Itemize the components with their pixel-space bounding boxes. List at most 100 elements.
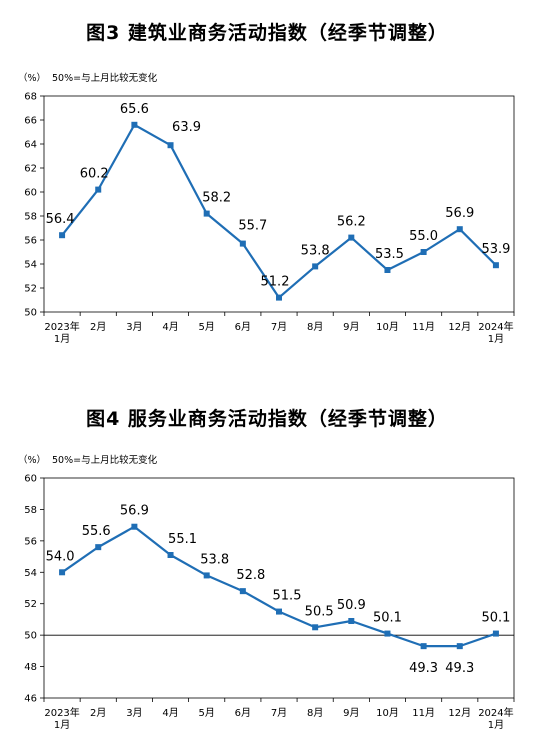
- data-label: 60.2: [80, 167, 109, 182]
- data-point: [95, 544, 102, 551]
- x-tick-label: 8月: [307, 707, 323, 719]
- data-point: [276, 608, 282, 615]
- data-point: [239, 588, 246, 595]
- data-label: 55.6: [82, 524, 111, 539]
- x-tick-label: 1月: [54, 333, 70, 345]
- x-tick-label: 5月: [199, 707, 215, 719]
- data-label: 49.3: [409, 661, 438, 676]
- data-point: [131, 523, 138, 530]
- data-point: [167, 552, 174, 558]
- y-tick-label: 62: [24, 164, 37, 175]
- y-tick-label: 50: [24, 631, 37, 642]
- plot-frame: [43, 95, 515, 313]
- y-tick-label: 60: [24, 188, 37, 199]
- data-label: 58.2: [202, 191, 231, 206]
- data-label: 55.0: [409, 229, 438, 244]
- chart2-note: 50%=与上月比较无变化: [52, 455, 158, 466]
- x-tick-label: 2023年: [44, 320, 79, 333]
- x-tick-label: 7月: [271, 707, 287, 719]
- x-tick-label: 4月: [162, 321, 178, 333]
- data-label: 50.9: [337, 598, 366, 613]
- data-point: [59, 232, 66, 239]
- data-label: 55.7: [238, 219, 267, 234]
- data-label: 56.4: [46, 212, 75, 227]
- y-tick-label: 46: [24, 694, 37, 705]
- y-tick-label: 52: [24, 284, 37, 295]
- x-tick-label: 11月: [412, 707, 435, 719]
- data-label: 50.5: [305, 604, 334, 619]
- chart2-title: 图4 服务业商务活动指数（经季节调整）: [86, 408, 448, 430]
- data-label: 51.2: [261, 275, 290, 290]
- data-label: 50.1: [481, 611, 510, 626]
- x-tick-label: 3月: [126, 707, 142, 719]
- x-tick-label: 2月: [90, 321, 106, 333]
- data-label: 49.3: [445, 661, 474, 676]
- data-point: [59, 569, 66, 576]
- y-tick-label: 50: [24, 308, 37, 319]
- y-tick-label: 52: [24, 599, 37, 610]
- y-tick-label: 60: [24, 474, 37, 485]
- data-point: [348, 618, 355, 624]
- x-tick-label: 6月: [235, 707, 251, 719]
- x-tick-label: 1月: [488, 333, 504, 345]
- x-tick-label: 10月: [376, 707, 399, 719]
- chart1-unit: （%）: [18, 73, 47, 84]
- data-point: [384, 267, 391, 273]
- data-label: 56.2: [337, 215, 366, 230]
- plot-frame: [43, 477, 515, 699]
- data-label: 63.9: [172, 120, 201, 135]
- data-label: 56.9: [120, 504, 149, 519]
- y-tick-label: 68: [24, 92, 37, 103]
- x-tick-label: 9月: [343, 321, 359, 333]
- data-label: 51.5: [273, 589, 302, 604]
- data-point: [312, 263, 319, 270]
- data-point: [492, 262, 499, 269]
- data-label: 53.8: [301, 243, 330, 258]
- x-tick-label: 3月: [126, 321, 142, 333]
- data-point: [95, 186, 102, 193]
- data-label: 53.9: [481, 242, 510, 257]
- x-tick-label: 12月: [448, 321, 471, 333]
- x-tick-label: 11月: [412, 321, 435, 333]
- data-point: [456, 226, 463, 233]
- data-label: 55.1: [168, 532, 197, 547]
- x-tick-label: 1月: [488, 719, 504, 731]
- y-tick-label: 56: [24, 536, 37, 547]
- y-tick-label: 54: [24, 260, 37, 271]
- y-tick-label: 56: [24, 236, 37, 247]
- x-tick-label: 12月: [448, 707, 471, 719]
- data-point: [203, 210, 210, 217]
- data-point: [131, 121, 138, 128]
- x-tick-label: 5月: [199, 321, 215, 333]
- data-point: [167, 142, 174, 149]
- data-label: 56.9: [445, 206, 474, 221]
- data-label: 52.8: [236, 568, 265, 583]
- data-label: 54.0: [46, 549, 75, 564]
- x-tick-label: 2024年: [478, 706, 513, 719]
- y-tick-label: 58: [24, 212, 37, 223]
- series-line: [61, 525, 497, 648]
- x-tick-label: 4月: [162, 707, 178, 719]
- x-tick-label: 8月: [307, 321, 323, 333]
- y-tick-label: 64: [24, 140, 37, 151]
- data-point: [456, 643, 463, 650]
- data-point: [203, 572, 210, 579]
- data-label: 53.5: [375, 247, 404, 262]
- data-label: 53.8: [200, 552, 229, 567]
- data-point: [492, 630, 499, 637]
- data-point: [384, 630, 391, 637]
- data-point: [276, 294, 282, 301]
- x-tick-label: 7月: [271, 321, 287, 333]
- chart1-title: 图3 建筑业商务活动指数（经季节调整）: [86, 22, 448, 44]
- x-tick-label: 2024年: [478, 320, 513, 333]
- x-tick-label: 6月: [235, 321, 251, 333]
- data-point: [420, 643, 427, 650]
- x-tick-label: 10月: [376, 321, 399, 333]
- y-tick-label: 58: [24, 505, 37, 516]
- data-label: 65.6: [120, 102, 149, 117]
- data-point: [239, 240, 246, 247]
- x-tick-label: 9月: [343, 707, 359, 719]
- data-point: [312, 624, 319, 631]
